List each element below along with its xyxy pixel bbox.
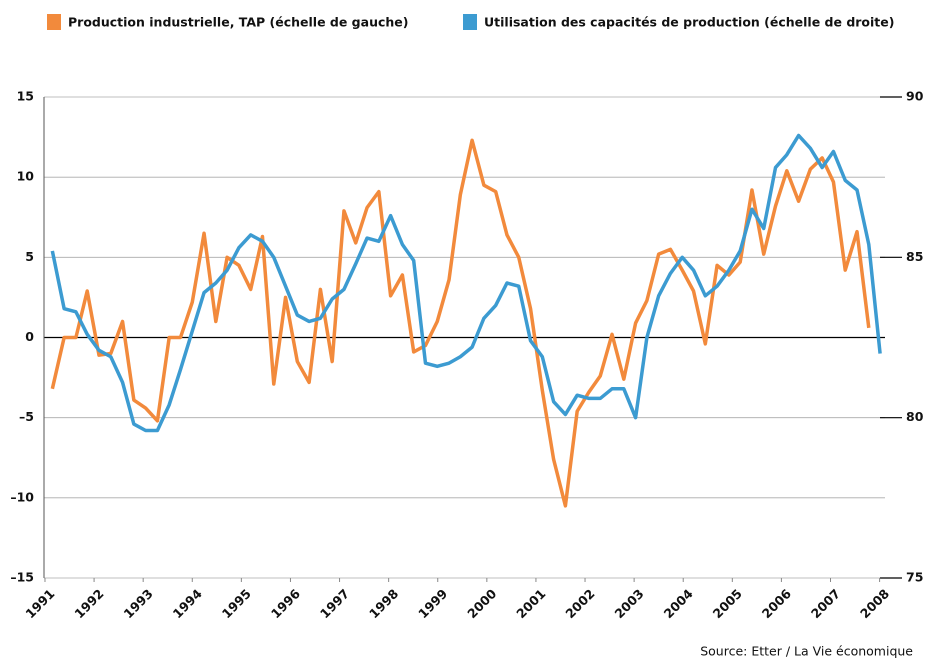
x-tick-label: 1995 [219, 586, 254, 621]
y-tick-label: –5 [19, 409, 34, 424]
y-tick-label: 0 [25, 329, 34, 344]
x-tick-label: 2000 [464, 586, 499, 621]
y-tick-label: 5 [25, 249, 34, 264]
x-tick-label: 2008 [857, 586, 892, 621]
y-tick-label: –15 [10, 570, 34, 585]
y-tick-label: 10 [17, 169, 35, 184]
x-tick-label: 1992 [71, 586, 106, 621]
x-tick-label: 2001 [513, 586, 548, 621]
y-tick-label: –10 [10, 489, 34, 504]
x-tick-label: 2005 [710, 586, 745, 621]
x-tick-label: 1993 [121, 586, 156, 621]
x-tick-label: 2006 [759, 586, 794, 621]
x-tick-label: 2007 [808, 586, 843, 621]
x-tick-label: 2002 [562, 586, 597, 621]
x-tick-label: 1996 [268, 586, 303, 621]
x-tick-label: 1998 [366, 586, 401, 621]
y2-tick-label: 85 [906, 249, 923, 264]
legend-swatch [47, 14, 61, 30]
x-tick-label: 1997 [317, 586, 352, 621]
x-tick-label: 2003 [612, 586, 647, 621]
x-tick-label: 1999 [415, 586, 450, 621]
source: Source: Etter / La Vie économique [700, 644, 913, 659]
series-line [50, 138, 871, 508]
x-tick-label: 2004 [661, 586, 696, 621]
legend-swatch [463, 14, 477, 30]
x-tick-label: 1994 [170, 586, 205, 621]
y2-tick-label: 90 [906, 89, 924, 104]
x-tick-label: 1991 [22, 586, 57, 621]
series-line [50, 133, 882, 433]
y-tick-label: 15 [17, 89, 34, 104]
y2-tick-label: 80 [906, 409, 924, 424]
y2-tick-label: 75 [906, 570, 923, 585]
legend-label: Production industrielle, TAP (échelle de… [68, 15, 408, 30]
legend-label: Utilisation des capacités de production … [484, 15, 894, 30]
